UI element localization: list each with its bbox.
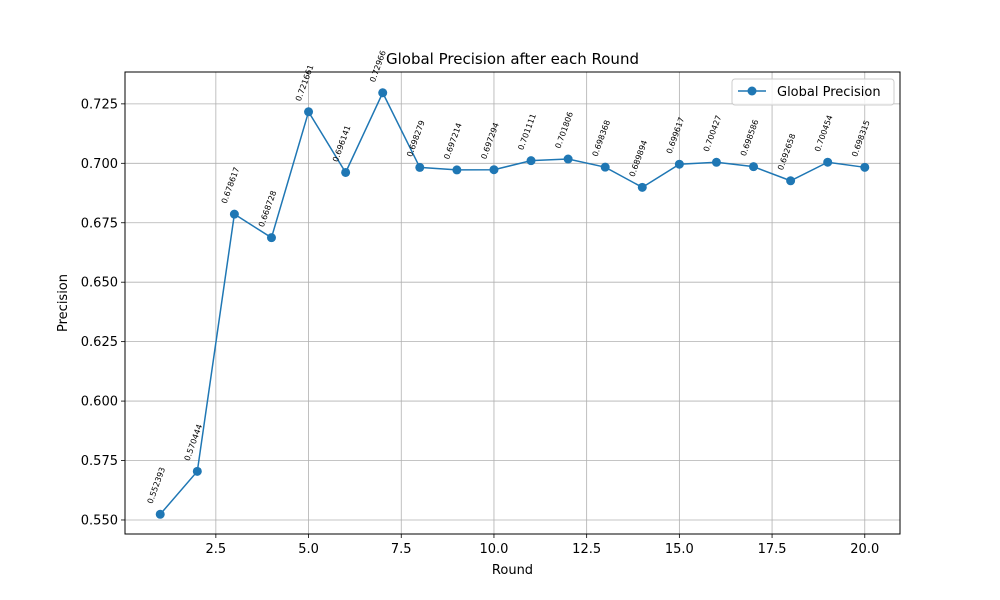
legend-entry-global-precision: Global Precision xyxy=(777,85,881,100)
y-tick-label: 0.600 xyxy=(81,395,118,410)
data-point xyxy=(489,165,499,175)
data-label: 0.700454 xyxy=(813,114,835,153)
data-point xyxy=(155,509,165,519)
data-point xyxy=(378,88,388,98)
data-point xyxy=(192,466,202,476)
data-point xyxy=(823,157,833,167)
y-axis-label: Precision xyxy=(56,274,71,332)
data-point xyxy=(415,162,425,172)
data-label: 0.721661 xyxy=(294,64,316,103)
series-line-global-precision xyxy=(159,91,865,515)
y-tick-label: 0.575 xyxy=(81,454,118,469)
y-tick-label: 0.700 xyxy=(81,157,118,172)
data-label: 0.72966 xyxy=(368,49,388,83)
data-point xyxy=(674,159,684,169)
y-tick-label: 0.650 xyxy=(81,276,118,291)
axis-ticks: 2.5 5.0 7.5 10.0 12.5 15.0 17.5 20.0 0.550 0.575 0… xyxy=(81,97,879,557)
data-point xyxy=(637,182,647,192)
data-label: 0.552393 xyxy=(146,466,168,505)
plot-area-frame xyxy=(124,71,901,535)
data-point xyxy=(786,176,796,186)
data-point xyxy=(600,162,610,172)
x-tick-label: 12.5 xyxy=(572,542,601,557)
data-label: 0.699617 xyxy=(665,116,687,155)
data-label: 0.698315 xyxy=(850,119,872,158)
data-label: 0.689894 xyxy=(628,139,650,178)
data-label: 0.698279 xyxy=(405,119,427,158)
grid-lines xyxy=(125,72,900,534)
x-axis-label: Round xyxy=(492,563,533,578)
data-point xyxy=(749,162,759,172)
x-tick-label: 17.5 xyxy=(758,542,787,557)
data-labels: 0.5523930.5704440.6786170.6687280.721661… xyxy=(146,49,872,505)
data-point xyxy=(526,156,536,166)
legend: Global Precision xyxy=(731,78,895,106)
y-tick-label: 0.550 xyxy=(81,513,118,528)
x-tick-label: 2.5 xyxy=(206,542,227,557)
x-tick-label: 15.0 xyxy=(665,542,694,557)
data-label: 0.697214 xyxy=(442,122,464,161)
data-label: 0.700427 xyxy=(702,114,724,153)
data-point xyxy=(341,167,351,177)
chart-title: Global Precision after each Round xyxy=(386,50,639,68)
x-tick-label: 10.0 xyxy=(479,542,508,557)
data-point xyxy=(860,162,870,172)
x-tick-label: 5.0 xyxy=(298,542,319,557)
data-label: 0.701806 xyxy=(554,111,576,150)
data-point xyxy=(304,107,314,117)
data-point xyxy=(711,157,721,167)
data-point xyxy=(452,165,462,175)
legend-marker-swatch xyxy=(747,86,757,96)
legend-box xyxy=(731,78,895,106)
data-label: 0.701111 xyxy=(516,112,538,151)
data-label: 0.697294 xyxy=(479,121,501,160)
data-point xyxy=(229,209,239,219)
y-tick-label: 0.725 xyxy=(81,97,118,112)
data-point xyxy=(563,154,573,164)
data-label: 0.696141 xyxy=(331,124,353,163)
data-point xyxy=(266,233,276,243)
y-tick-label: 0.625 xyxy=(81,335,118,350)
data-label: 0.678617 xyxy=(220,166,242,205)
y-tick-label: 0.675 xyxy=(81,216,118,231)
series-layer xyxy=(155,88,870,519)
data-label: 0.698586 xyxy=(739,118,761,157)
x-tick-label: 20.0 xyxy=(850,542,879,557)
data-label: 0.692658 xyxy=(776,132,798,171)
data-label: 0.698368 xyxy=(591,119,613,158)
x-tick-label: 7.5 xyxy=(391,542,412,557)
